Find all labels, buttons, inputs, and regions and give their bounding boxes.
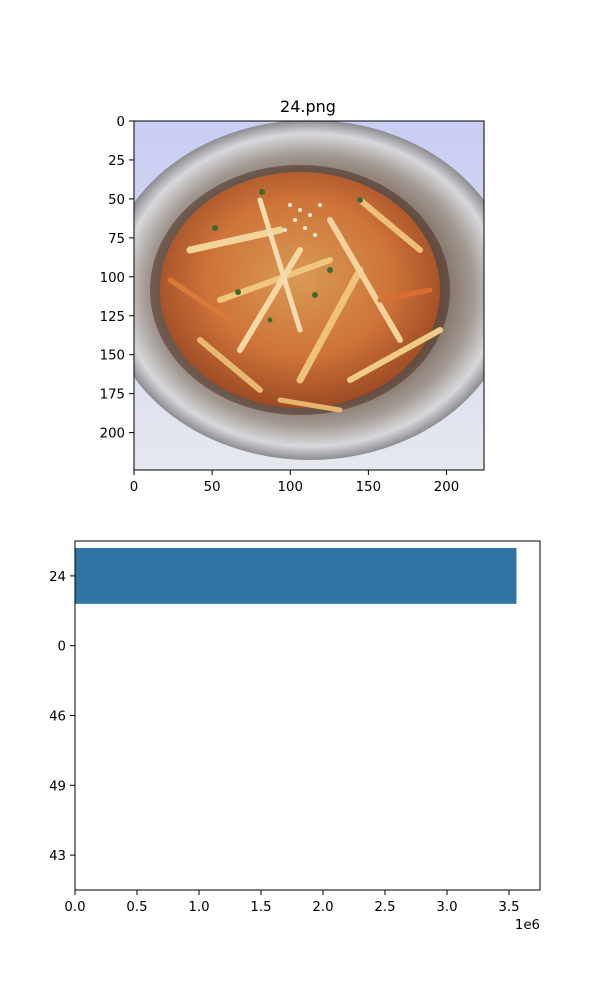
bar-x-ticks: 0.0 0.5 1.0 1.5 2.0 2.5 3.0 3.5: [64, 890, 520, 915]
bar-category-label: 46: [49, 710, 66, 725]
food-photo: [134, 121, 484, 470]
image-x-tick-label: 150: [356, 480, 381, 495]
x-offset-label: 1e6: [515, 918, 540, 933]
bar-x-tick-label: 2.0: [312, 900, 333, 915]
bar-category-label: 49: [49, 779, 66, 794]
image-y-tick-label: 75: [108, 232, 125, 247]
image-axes-frame: [133, 120, 485, 471]
bar-x-tick-label: 3.5: [498, 900, 519, 915]
image-y-tick-label: 25: [108, 154, 125, 169]
image-x-tick-label: 0: [130, 480, 138, 495]
bar-x-tick-label: 1.0: [188, 900, 209, 915]
bar-x-tick-label: 2.5: [374, 900, 395, 915]
bar-x-tick-label: 1.5: [250, 900, 271, 915]
image-y-tick-label: 0: [117, 115, 125, 130]
image-x-tick-label: 50: [204, 480, 221, 495]
bar: [75, 547, 517, 604]
bar-x-tick-label: 3.0: [436, 900, 457, 915]
image-y-tick-label: 100: [100, 271, 125, 286]
image-x-tick-label: 200: [434, 480, 459, 495]
bar-category-label: 43: [49, 849, 66, 864]
bar-x-tick-label: 0.0: [64, 900, 85, 915]
image-title: 24.png: [280, 97, 336, 116]
bar-subplot: 0.0 0.5 1.0 1.5 2.0 2.5 3.0 3.5 24 0 46 49 43 1e6: [49, 540, 541, 933]
image-y-tick-label: 125: [100, 310, 125, 325]
bar-x-tick-label: 0.5: [126, 900, 147, 915]
bar-category-label: 0: [58, 640, 66, 655]
image-y-tick-label: 200: [100, 427, 125, 442]
bar-category-label: 24: [49, 570, 66, 585]
image-y-tick-label: 50: [108, 193, 125, 208]
image-y-ticks: 0 25 50 75 100 125 150 175 200: [100, 115, 134, 442]
image-y-tick-label: 150: [100, 349, 125, 364]
bar-y-ticks: 24 0 46 49 43: [49, 570, 75, 864]
image-subplot: 24.png: [100, 97, 485, 495]
image-x-ticks: 0 50 100 150 200: [130, 470, 459, 495]
image-x-tick-label: 100: [278, 480, 303, 495]
bar-series: [75, 547, 517, 604]
image-y-tick-label: 175: [100, 388, 125, 403]
